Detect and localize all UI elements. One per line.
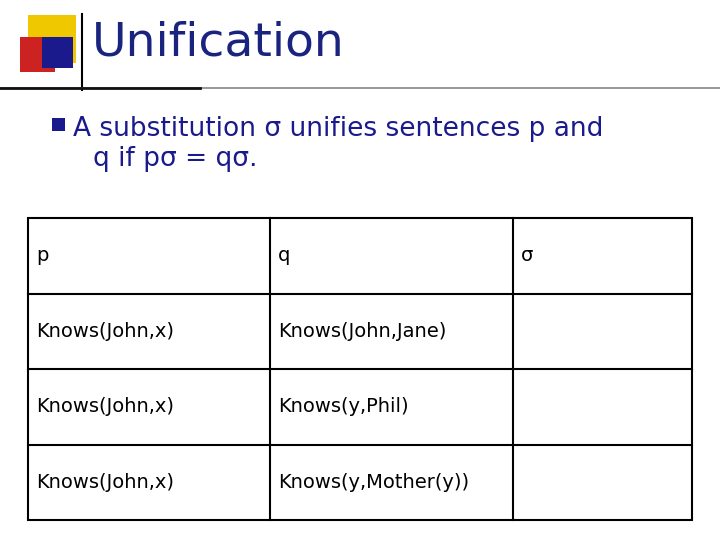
Bar <box>28 218 692 520</box>
Bar <box>52 118 65 131</box>
Text: Unification: Unification <box>92 20 345 65</box>
Bar <box>42 37 73 68</box>
Text: σ: σ <box>521 246 533 265</box>
Text: Knows(John,x): Knows(John,x) <box>36 472 174 492</box>
Bar <box>20 37 55 72</box>
Text: p: p <box>36 246 48 265</box>
Text: Knows(y,Phil): Knows(y,Phil) <box>279 397 409 416</box>
Text: Knows(John,x): Knows(John,x) <box>36 397 174 416</box>
Text: Knows(John,x): Knows(John,x) <box>36 322 174 341</box>
Text: A substitution σ unifies sentences p and: A substitution σ unifies sentences p and <box>73 116 603 142</box>
Text: Knows(y,Mother(y)): Knows(y,Mother(y)) <box>279 472 469 492</box>
Text: q if pσ = qσ.: q if pσ = qσ. <box>93 146 258 172</box>
Text: q: q <box>279 246 291 265</box>
Text: Knows(John,Jane): Knows(John,Jane) <box>279 322 446 341</box>
Bar <box>28 15 76 63</box>
